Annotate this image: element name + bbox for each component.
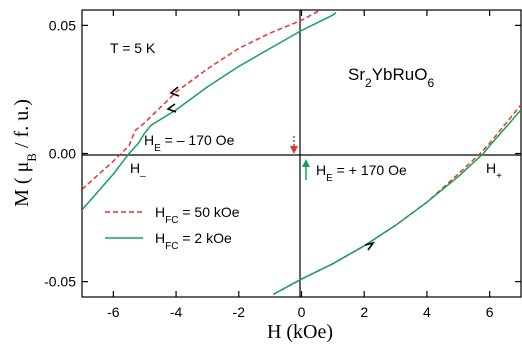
compound-label: Sr2YbRuO6 <box>348 65 434 90</box>
legend-label-2koe: HFC = 2 kOe <box>155 230 232 252</box>
y-tick-label: 0.05 <box>49 17 76 33</box>
y-tick-label: -0.05 <box>44 274 76 290</box>
y-axis-title: M ( μB / f. u.) <box>11 99 39 207</box>
y-tick-label: 0.00 <box>49 146 76 162</box>
series-0-lower-branch <box>272 104 521 296</box>
x-tick-label: -2 <box>233 304 246 320</box>
x-tick-label: 2 <box>360 304 368 320</box>
he-plus-label: HE = + 170 Oe <box>316 162 407 184</box>
temperature-label: T = 5 K <box>110 40 156 56</box>
axis-ticks: -6 -4 -2 0 2 4 6 -0.05 0.00 0.05 <box>44 10 521 320</box>
legend-label-50koe: HFC = 50 kOe <box>155 204 240 226</box>
x-tick-label: -6 <box>107 304 120 320</box>
legend: HFC = 50 kOe HFC = 2 kOe <box>105 204 240 252</box>
x-tick-label: -4 <box>170 304 183 320</box>
he-minus-arrow-head <box>290 146 298 154</box>
he-minus-label: HE = – 170 Oe <box>144 132 235 154</box>
x-tick-label: 6 <box>486 304 494 320</box>
h-minus-label: H– <box>130 160 146 182</box>
x-tick-label: 0 <box>298 304 306 320</box>
h-plus-label: H+ <box>486 160 502 182</box>
arrow-upper-1 <box>169 86 180 97</box>
he-plus-arrow-head <box>302 159 310 167</box>
x-axis-title: H (kOe) <box>267 321 333 343</box>
series-1-lower-branch <box>272 109 521 296</box>
arrow-upper-2 <box>166 103 177 113</box>
series-0-upper-branch <box>82 10 321 190</box>
x-tick-label: 4 <box>423 304 431 320</box>
arrow-lower <box>364 241 375 251</box>
series-layer <box>82 10 521 296</box>
series-1-upper-branch <box>82 12 337 211</box>
